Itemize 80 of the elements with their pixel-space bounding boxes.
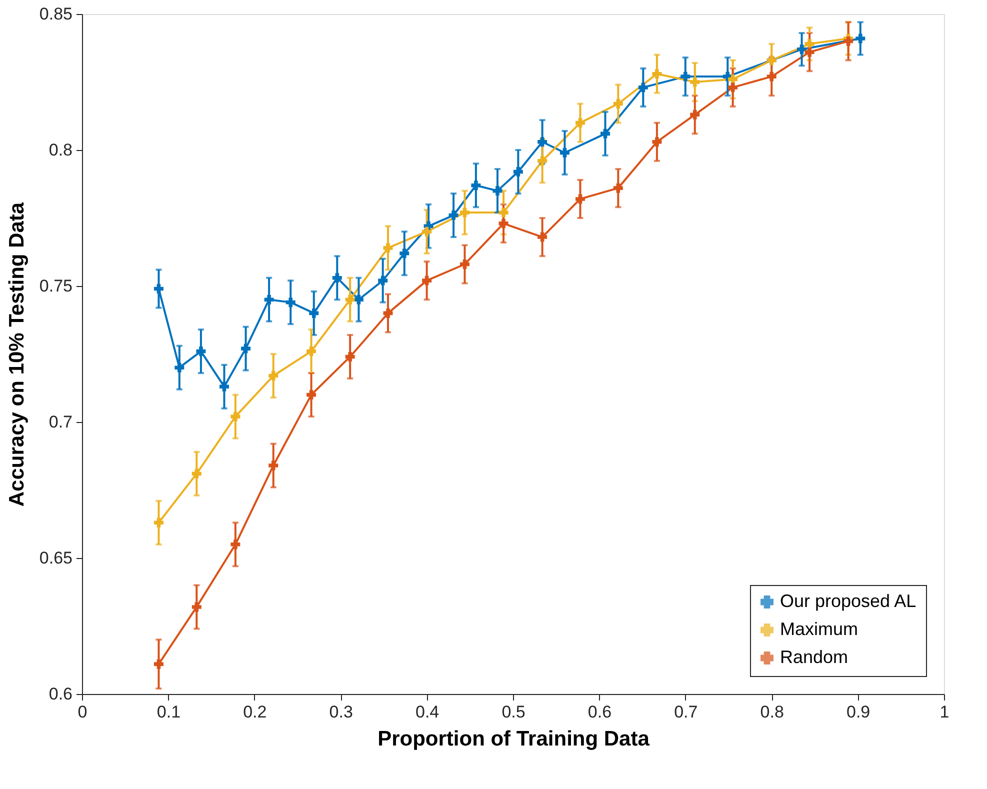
legend-label: Our proposed AL [780, 591, 916, 611]
point [600, 128, 610, 138]
point [400, 248, 410, 258]
point [448, 210, 458, 220]
point [383, 308, 393, 318]
point [192, 468, 202, 478]
point [613, 99, 623, 109]
y-tick-label: 0.75 [39, 276, 72, 296]
x-tick-label: 1 [940, 702, 950, 722]
y-tick-label: 0.85 [39, 4, 72, 24]
x-tick-label: 0.3 [329, 702, 353, 722]
point [345, 352, 355, 362]
point [492, 186, 502, 196]
point [652, 69, 662, 79]
point [613, 183, 623, 193]
point [154, 284, 164, 294]
x-tick-label: 0.5 [502, 702, 526, 722]
point [196, 346, 206, 356]
x-tick-label: 0.9 [846, 702, 870, 722]
x-tick-label: 0 [78, 702, 88, 722]
point [230, 412, 240, 422]
y-tick-label: 0.7 [48, 412, 72, 432]
point [844, 36, 854, 46]
point [422, 226, 432, 236]
x-tick-label: 0.4 [415, 702, 440, 722]
point [690, 77, 700, 87]
point [286, 298, 296, 308]
x-axis-title: Proportion of Training Data [378, 728, 650, 750]
point [268, 460, 278, 470]
point [856, 34, 866, 44]
point [354, 294, 364, 304]
y-axis-title: Accuracy on 10% Testing Data [5, 202, 28, 507]
point [575, 118, 585, 128]
x-tick-label: 0.1 [156, 702, 181, 722]
x-tick-label: 0.2 [243, 702, 267, 722]
point [652, 137, 662, 147]
point [797, 44, 807, 54]
point [766, 72, 776, 82]
point [575, 194, 585, 204]
point [241, 344, 251, 354]
point [804, 47, 814, 57]
point [638, 82, 648, 92]
point [460, 259, 470, 269]
point [383, 243, 393, 253]
point [690, 110, 700, 120]
point [192, 602, 202, 612]
point [174, 362, 184, 372]
point [513, 167, 523, 177]
point [680, 72, 690, 82]
point [154, 659, 164, 669]
point [422, 276, 432, 286]
point [268, 371, 278, 381]
x-tick-label: 0.8 [760, 702, 784, 722]
x-tick-label: 0.6 [588, 702, 612, 722]
point [471, 180, 481, 190]
point [498, 208, 508, 218]
legend-label: Random [780, 647, 848, 667]
point [306, 346, 316, 356]
legend-label: Maximum [780, 619, 858, 639]
point [498, 218, 508, 228]
point [345, 294, 355, 304]
point [332, 273, 342, 283]
point [560, 148, 570, 158]
point [378, 276, 388, 286]
point [804, 39, 814, 49]
point [154, 518, 164, 528]
y-tick-label: 0.8 [48, 140, 72, 160]
point [728, 82, 738, 92]
point [538, 232, 548, 242]
point [306, 390, 316, 400]
y-tick-label: 0.65 [39, 548, 72, 568]
x-tick-label: 0.7 [674, 702, 698, 722]
point [230, 540, 240, 550]
point [264, 294, 274, 304]
point [460, 208, 470, 218]
point [309, 308, 319, 318]
point [219, 382, 229, 392]
point [538, 156, 548, 166]
point [538, 137, 548, 147]
y-tick-label: 0.6 [48, 684, 72, 704]
